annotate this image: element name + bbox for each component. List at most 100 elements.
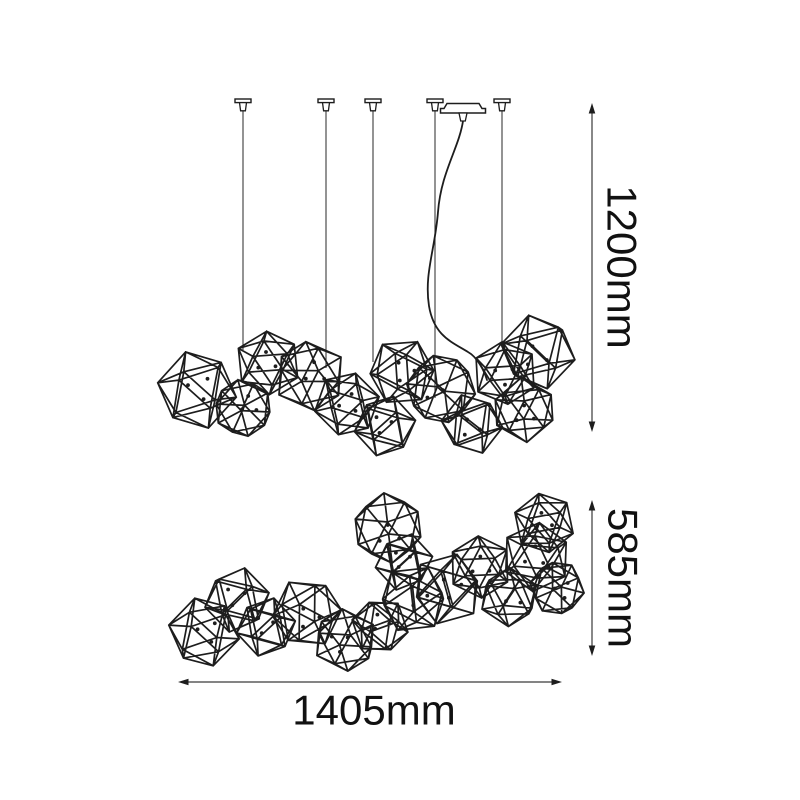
bulb-dot-icon (514, 418, 519, 423)
polyhedron-module (529, 561, 585, 615)
polyhedron-module (314, 372, 380, 436)
polyhedron-wireframe (529, 561, 585, 615)
bulb-dot-icon (264, 350, 268, 354)
bulb-dot-icon (447, 596, 451, 600)
canopy-stem (238, 101, 248, 112)
polyhedron-wireframe (353, 395, 417, 457)
polyhedron-wireframe (156, 351, 238, 429)
bulb-dot-icon (396, 360, 401, 365)
bulb-dot-icon (374, 415, 379, 420)
polyhedron-wireframe (351, 601, 409, 651)
front-elevation-view (156, 314, 576, 457)
arrowhead-down-icon (588, 421, 596, 432)
bulb-dot-icon (209, 640, 214, 644)
bulb-dot-icon (428, 376, 432, 381)
bulb-dot-icon (312, 360, 316, 365)
bulb-dot-icon (271, 620, 275, 625)
canopy-stem (497, 101, 507, 112)
canopy-stem (430, 101, 440, 112)
ceiling-canopy (234, 98, 252, 112)
bulb-dot-icon (493, 368, 498, 373)
polyhedron-module (369, 340, 435, 404)
canopy-stem (321, 101, 331, 112)
polyhedron-wireframe (278, 340, 342, 412)
bulb-dot-icon (409, 585, 414, 590)
polyhedron-wireframe (440, 394, 504, 454)
polyhedron-wireframe (354, 492, 422, 564)
bulb-dot-icon (477, 427, 482, 432)
bulb-dot-icon (273, 364, 278, 369)
bulb-dot-icon (377, 539, 382, 543)
power-cable (426, 120, 488, 381)
polyhedron-module (353, 395, 417, 457)
top-plan-view (167, 492, 585, 672)
arrowhead-up-icon (588, 103, 596, 114)
bulb-dot-icon (329, 634, 334, 639)
polyhedron-module (354, 492, 422, 564)
polyhedron-module (374, 533, 434, 591)
bulb-dot-icon (530, 344, 535, 349)
polyhedron-wireframe (500, 314, 576, 390)
bulb-dot-icon (317, 615, 322, 620)
depth-dimension-label: 585mm (599, 508, 646, 648)
width-dimension-label: 1405mm (292, 687, 455, 734)
polyhedron-wireframe (481, 566, 537, 628)
bulb-dot-icon (201, 397, 206, 401)
ceiling-canopy (426, 98, 444, 112)
polyhedron-wireframe (405, 354, 477, 424)
bulb-dot-icon (565, 581, 570, 585)
bulb-dot-icon (242, 591, 247, 596)
bulb-dot-icon (470, 569, 475, 574)
polyhedron-module (500, 314, 576, 390)
bulb-dot-icon (397, 378, 402, 383)
bulb-dot-icon (408, 554, 412, 559)
bulb-dot-icon (246, 394, 251, 398)
arrowhead-down-icon (588, 645, 596, 656)
bulb-dot-icon (259, 631, 264, 635)
polyhedron-wireframe (451, 535, 509, 599)
bulb-dot-icon (503, 382, 507, 387)
polyhedron-module (278, 340, 342, 412)
bulb-dot-icon (462, 432, 467, 437)
bulb-dot-icon (544, 358, 549, 362)
bulb-dot-icon (338, 650, 342, 654)
bulb-dot-icon (387, 621, 392, 626)
bulb-dot-icon (539, 511, 544, 515)
bulb-dot-icon (385, 523, 390, 527)
polyhedron-wireframe (494, 376, 554, 444)
polyhedron-wireframe (369, 340, 435, 404)
polyhedron-module (215, 378, 271, 438)
bulb-dot-icon (465, 417, 469, 422)
bulb-dot-icon (256, 616, 261, 620)
bulb-dot-icon (518, 600, 523, 605)
bulb-dot-icon (240, 407, 245, 412)
bulb-dot-icon (353, 409, 358, 413)
bulb-dot-icon (425, 593, 430, 598)
bulb-dot-icon (425, 395, 430, 400)
ceiling-canopy (317, 98, 335, 112)
bulb-dot-icon (377, 431, 382, 435)
polyhedron-wireframe (374, 533, 434, 591)
bulb-dot-icon (301, 624, 305, 629)
bulb-dot-icon (389, 420, 394, 424)
bulb-dot-icon (195, 627, 200, 632)
polyhedron-wireframe (204, 567, 270, 633)
bulb-dot-icon (205, 376, 210, 381)
bulb-dot-icon (303, 376, 308, 381)
bulb-dot-icon (534, 526, 538, 531)
bulb-dot-icon (552, 586, 557, 591)
polyhedron-module (351, 601, 409, 651)
bulb-dot-icon (345, 635, 350, 640)
bulb-dot-icon (373, 626, 378, 631)
polyhedron-wireframe (237, 330, 299, 396)
polyhedron-module (237, 330, 299, 396)
ceiling-canopy (493, 98, 511, 112)
polyhedron-wireframe (314, 372, 380, 436)
polyhedron-wireframe (271, 581, 343, 645)
height-dimension-label: 1200mm (598, 185, 645, 348)
bulb-dot-icon (523, 559, 527, 564)
ceiling-canopy (364, 98, 382, 112)
polyhedron-module (204, 567, 270, 633)
plate-stem (458, 112, 468, 122)
